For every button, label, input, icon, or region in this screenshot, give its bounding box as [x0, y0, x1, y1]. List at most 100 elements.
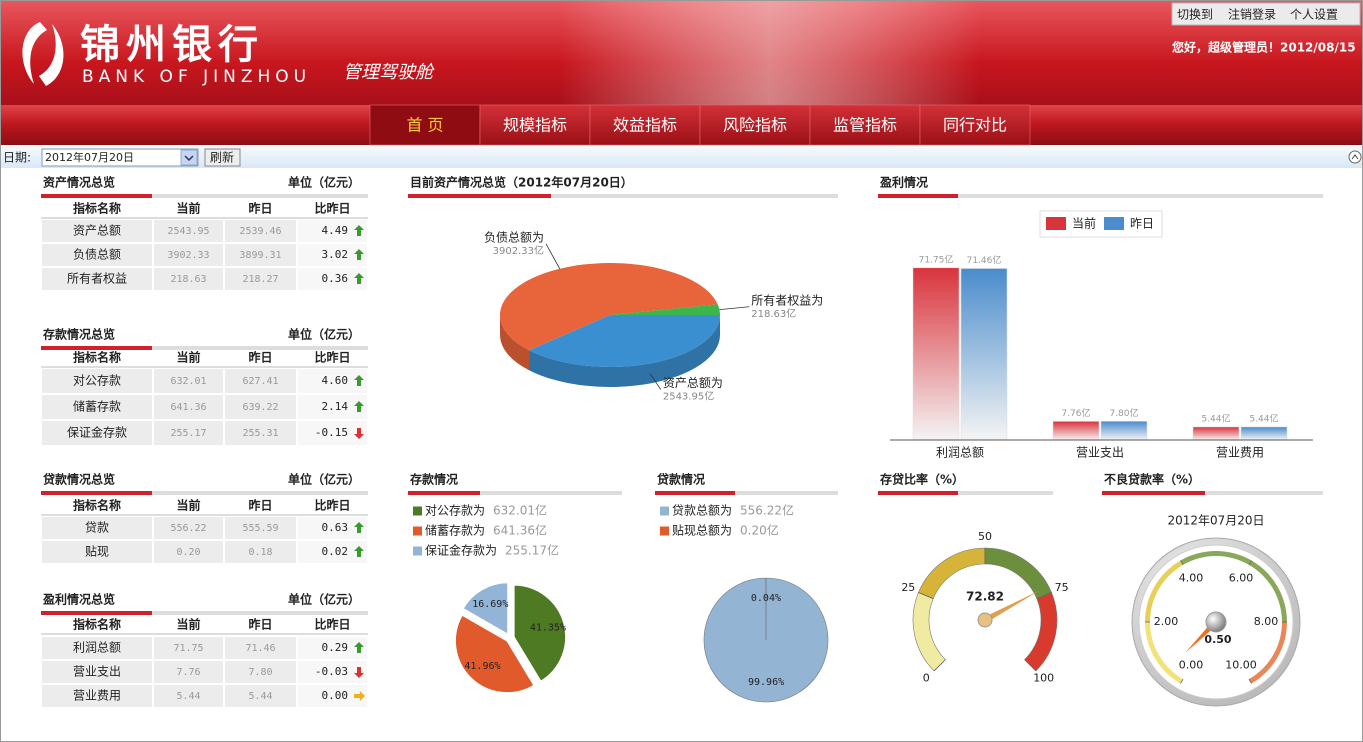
- legend-label: 保证金存款为: [425, 543, 497, 558]
- table-cell: [225, 268, 296, 290]
- title-rule-accent: [408, 491, 480, 495]
- bar-value-label: 71.75亿: [919, 253, 954, 265]
- bar-value-label: 5.44亿: [1201, 412, 1230, 424]
- label-leader: [649, 373, 662, 390]
- refresh-label[interactable]: 刷新: [210, 150, 234, 165]
- trend-arrow: [354, 428, 364, 439]
- cell-value: 0.18: [248, 547, 272, 558]
- gauge-tick: [1248, 560, 1252, 566]
- nav-item-bg: [809, 104, 921, 146]
- cell-change: -0.03: [315, 665, 348, 678]
- title-rule: [41, 491, 368, 495]
- cell-value: 7.76: [176, 667, 200, 678]
- row-label: 资产总额: [73, 224, 121, 238]
- bar-value-label: 5.44亿: [1249, 412, 1278, 424]
- gauge-value: 72.82: [966, 590, 1004, 604]
- row-label: 对公存款: [73, 374, 121, 388]
- table-cell: [225, 541, 296, 563]
- row-label: 贴现: [85, 545, 109, 559]
- nav-item[interactable]: 监管指标: [833, 116, 897, 135]
- date-select[interactable]: [41, 148, 199, 167]
- nav-item[interactable]: 风险指标: [723, 116, 787, 135]
- trend-arrow: [354, 522, 364, 533]
- table-cell: [42, 637, 152, 659]
- unit-label: 单位（亿元）: [288, 175, 360, 190]
- gauge-band: [1180, 551, 1252, 565]
- bar-value-label: 7.80亿: [1109, 407, 1138, 419]
- nav-item-bg: [699, 104, 811, 146]
- slice-label: 负债总额为: [484, 230, 544, 244]
- gauge-band: [912, 592, 946, 672]
- nav-item[interactable]: 首 页: [406, 116, 443, 135]
- pie-slice: [499, 262, 718, 351]
- table-cell: [42, 421, 152, 445]
- unit-label: 单位（亿元）: [288, 592, 360, 607]
- row-label: 营业支出: [73, 665, 121, 679]
- row-label: 负债总额: [73, 248, 121, 262]
- section-title: 盈利情况: [879, 175, 928, 190]
- column-header: 当前: [176, 498, 200, 513]
- unit-label: 单位（亿元）: [288, 472, 360, 487]
- greeting: 您好，超级管理员！2012/08/15: [1172, 40, 1356, 55]
- top-link[interactable]: 注销登录: [1228, 7, 1276, 22]
- nav-item[interactable]: 规模指标: [503, 116, 567, 135]
- date-label: 日期:: [3, 151, 31, 165]
- pie-slice: [529, 315, 720, 368]
- gauge-tick-label: 10.00: [1225, 658, 1257, 671]
- section-title: 存贷比率（%）: [879, 472, 964, 487]
- nav-item-bg: [919, 104, 1031, 146]
- nav-item[interactable]: 同行对比: [943, 116, 1007, 135]
- title-rule: [878, 491, 1053, 495]
- collapse-button[interactable]: [1348, 150, 1362, 164]
- select-arrow[interactable]: [180, 149, 198, 166]
- cell-value: 255.31: [242, 428, 278, 439]
- select-arrow-icon: [184, 155, 194, 162]
- title-rule-accent: [1102, 491, 1205, 495]
- section-title: 贷款情况: [657, 472, 705, 487]
- table-cell: [298, 395, 367, 419]
- bar: [1100, 421, 1148, 441]
- cell-change: 2.14: [322, 400, 349, 413]
- section-title: 资产情况总览: [43, 175, 115, 190]
- trend-arrow: [354, 642, 364, 653]
- nav-items: 首 页 规模指标 效益指标 风险指标 监管指标 同行对比: [369, 104, 1031, 146]
- date-value[interactable]: 2012年07月20日: [45, 150, 134, 164]
- trend-arrow: [354, 249, 364, 260]
- logo-en: BANK OF JINZHOU: [82, 67, 311, 87]
- refresh-button[interactable]: [204, 148, 241, 167]
- cell-value: 5.44: [248, 691, 272, 702]
- nav-item[interactable]: 效益指标: [613, 116, 677, 135]
- top-link[interactable]: 个人设置: [1290, 8, 1338, 22]
- label-leader: [719, 306, 750, 311]
- gauge-tick-label: 6.00: [1229, 572, 1254, 585]
- legend-swatch: [413, 546, 422, 556]
- title-rule: [408, 491, 622, 495]
- table-cell: [154, 685, 223, 707]
- cell-value: 7.80: [248, 667, 272, 678]
- gauge-pivot: [977, 612, 993, 628]
- gauge-tick-label: 0: [923, 672, 930, 685]
- title-rule-accent: [878, 491, 958, 495]
- top-link[interactable]: 切换到: [1177, 8, 1213, 22]
- cell-value: 218.63: [170, 274, 206, 285]
- cell-value: 5.44: [176, 691, 200, 702]
- cell-value: 555.59: [242, 523, 278, 534]
- pie-slice: [461, 581, 509, 636]
- cell-value: 641.36: [170, 402, 206, 413]
- table-cell: [225, 661, 296, 683]
- bar: [960, 268, 1008, 441]
- gauge-tick: [1024, 659, 1037, 672]
- cell-value: 2543.95: [167, 226, 209, 237]
- gauge-subtitle: 2012年07月20日: [1167, 514, 1264, 528]
- gauge-tick-label: 100: [1033, 672, 1054, 685]
- legend-value: 641.36亿: [493, 523, 547, 538]
- table-cell: [42, 220, 152, 242]
- nav-item-bg: [589, 104, 701, 146]
- cell-change: -0.15: [315, 426, 348, 439]
- cell-change: 4.60: [322, 374, 349, 387]
- gauge-tick-label: 50: [978, 530, 992, 543]
- gauge-tick: [1180, 560, 1184, 566]
- legend-swatch: [660, 506, 669, 516]
- table-cell: [42, 685, 152, 707]
- cell-value: 627.41: [242, 376, 278, 387]
